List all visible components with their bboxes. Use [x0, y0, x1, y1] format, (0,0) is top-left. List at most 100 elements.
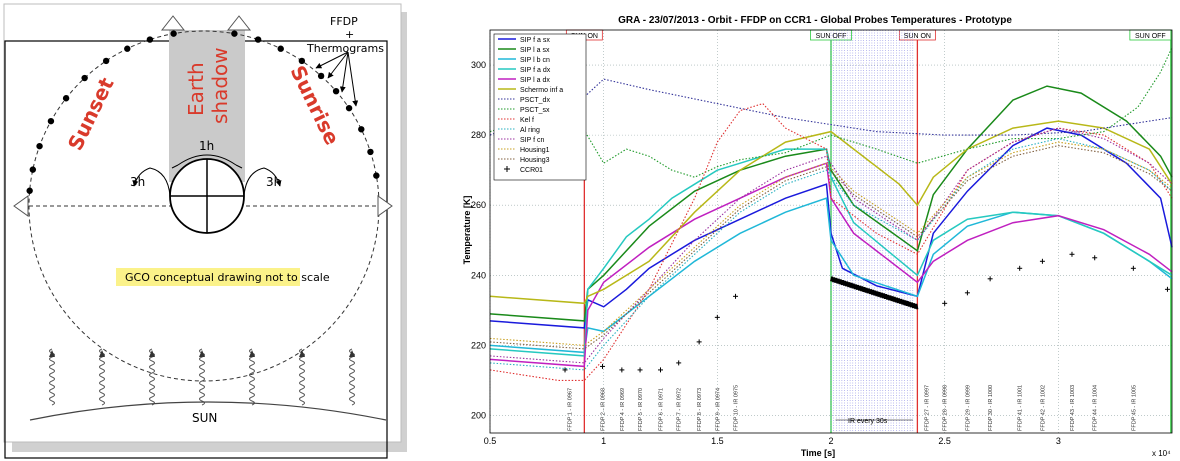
earth-label: Earth: [184, 62, 208, 116]
ccr01-marker: [964, 290, 970, 296]
legend-entry: CCR01: [504, 166, 543, 174]
sun-marker-label: SUN OFF: [816, 33, 847, 40]
ffdp-label: FFDP 4 - IR 0969: [620, 388, 626, 431]
ccr01-marker: [637, 367, 643, 373]
ffdp-label: FFDP: [330, 15, 358, 28]
one-hour-label: 1h: [199, 139, 214, 153]
legend-label: SIP l b cn: [520, 57, 550, 64]
ccr01-dense-trace: [830, 276, 919, 310]
ccr01-marker: [676, 360, 682, 366]
sun-rays: [49, 348, 355, 406]
y-tick-label: 300: [471, 60, 486, 70]
legend-label: SIP l a sx: [520, 47, 550, 54]
series-line: [489, 120, 1173, 305]
sun-label: SUN: [192, 411, 217, 425]
legend-entry: Housing3: [498, 157, 550, 164]
ffdp-label: FFDP 6 - IR 0971: [659, 388, 665, 431]
sun-surface: [29, 401, 387, 421]
ir-every-30s: IR every 30s: [848, 418, 888, 425]
orbit-dot: [146, 36, 154, 43]
sun-ray: [99, 348, 105, 406]
note-label: GCO conceptual drawing not to scale: [125, 271, 330, 284]
ccr01-marker: [619, 367, 625, 373]
sun-marker-label: SUN ON: [904, 33, 931, 40]
x-axis-label: Time [s]: [801, 448, 835, 458]
orbit-dot: [277, 45, 284, 52]
ffdp-label: FFDP 5 - IR 0970: [638, 388, 644, 431]
series-line: [489, 162, 1173, 368]
ccr01-marker: [1092, 255, 1098, 261]
axes: 0.5 1 1.5 2 2.5 3 200 220 240 260 280 300: [471, 29, 1173, 446]
ccr01-marker: [1017, 265, 1023, 271]
legend-entry: Kel f: [498, 117, 534, 124]
y-tick-label: 200: [471, 410, 486, 420]
ffdp-label: FFDP 10 - IR 0975: [734, 385, 740, 431]
gco-conceptual-diagram: FFDP + Thermograms Sunset Sunrise Earth …: [3, 3, 407, 459]
triangle-top-right: [226, 15, 252, 31]
orbit-dots: [26, 30, 380, 194]
legend-label: PSCT_sx: [520, 107, 550, 114]
orbit-dot: [47, 117, 55, 125]
legend-entry: Schermo inf a: [498, 87, 563, 94]
shadow-label: shadow: [208, 47, 232, 124]
legend-label: SIP l a dx: [520, 77, 550, 84]
sun-ray: [299, 348, 305, 406]
ffdp-label: FFDP 8 - IR 0973: [697, 388, 703, 431]
sun-ray: [49, 348, 55, 406]
legend-label: SIP f a dx: [520, 67, 551, 74]
legend-label: Housing1: [520, 147, 550, 154]
ffdp-label: FFDP 9 - IR 0974: [715, 388, 721, 431]
legend-entry: PSCT_dx: [498, 97, 550, 104]
series-line: [489, 145, 1173, 350]
ffdp-label: FFDP 1 - IR 0967: [568, 388, 574, 431]
series-line: [489, 47, 1173, 178]
orbit-dot: [26, 187, 33, 194]
chart-legend: SIP f a sx SIP l a sx SIP l b cn SIP f a dx…: [493, 33, 587, 181]
orbit-dot: [102, 57, 110, 65]
orbit-dot: [317, 72, 325, 80]
legend-entry: SIP l a dx: [498, 77, 550, 84]
legend-label: Kel f: [520, 117, 534, 124]
ccr01-marker: [1069, 251, 1075, 257]
orbit-dot: [358, 126, 365, 133]
legend-label: PSCT_dx: [520, 97, 550, 104]
ffdp-labels: FFDP 1 - IR 0967 FFDP 2 - IR 0968 FFDP 4 -…: [568, 385, 1138, 431]
ffdp-label: FFDP 30 - IR 1000: [988, 385, 994, 431]
y-tick-label: 280: [471, 130, 486, 140]
x-tick-label: 2.5: [938, 436, 951, 446]
orbit-dot: [367, 148, 374, 156]
ffdp-label: FFDP 29 - IR 0999: [965, 385, 971, 431]
legend-entry: SIP l b cn: [498, 57, 550, 64]
legend-label: SIP f cn: [520, 137, 544, 144]
orbit-dot: [170, 30, 177, 37]
sun-ray-arrowhead: [249, 350, 255, 357]
orbit-dot: [36, 142, 43, 150]
triangle-top-left: [160, 15, 186, 31]
earth-circle: [169, 158, 245, 234]
series-line: [489, 127, 1173, 329]
orbit-dot: [345, 104, 353, 112]
legend-label: Schermo inf a: [520, 87, 563, 94]
y-tick-label: 220: [471, 340, 486, 350]
ccr01-marker: [600, 363, 606, 369]
legend-entry: Al ring: [498, 127, 540, 134]
ccr01-marker: [714, 314, 720, 320]
orbit-dot: [62, 95, 70, 102]
orbit-dot: [332, 87, 340, 95]
ccr01-marker: [1164, 286, 1170, 292]
legend-label: Housing3: [520, 157, 550, 164]
sun-ray: [149, 348, 155, 406]
ffdp-label: FFDP 28 - IR 0998: [943, 385, 949, 431]
ccr01-marker: [696, 339, 702, 345]
ffdp-label: FFDP 45 - IR 1005: [1131, 385, 1137, 431]
x-tick-label: 1: [601, 436, 606, 446]
sun-marker-label: SUN OFF: [1135, 33, 1166, 40]
orbit-dot: [29, 166, 37, 173]
sun-ray: [249, 348, 255, 406]
thermogram-arrows: [315, 51, 359, 107]
triangle-right: [377, 195, 393, 217]
ffdp-label: FFDP 44 - IR 1004: [1093, 385, 1099, 431]
legend-label: SIP f a sx: [520, 37, 550, 44]
series-line: [489, 138, 1173, 371]
